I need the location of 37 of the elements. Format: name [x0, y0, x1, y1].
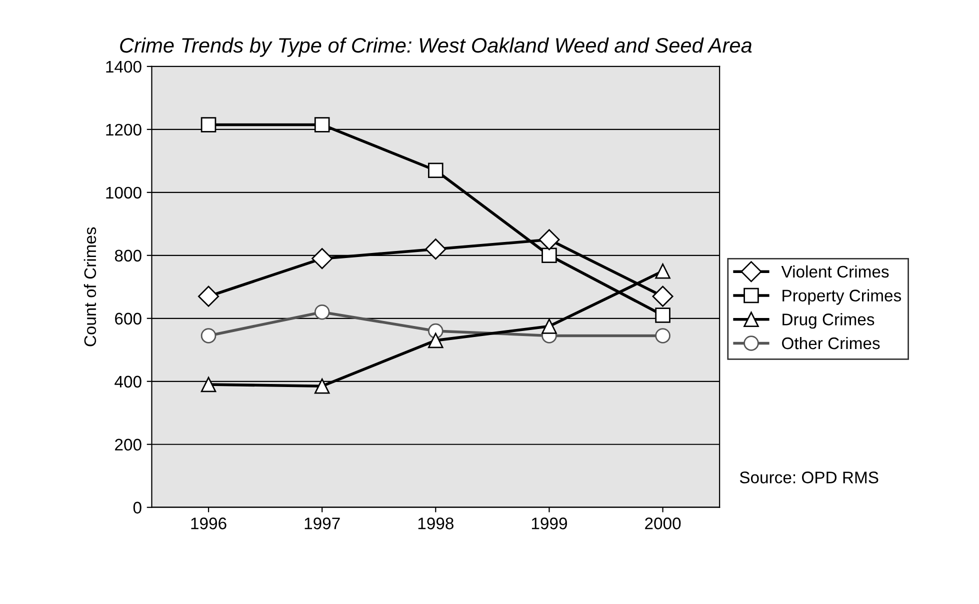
point: [655, 328, 670, 344]
y-tick-label: 600: [115, 312, 142, 325]
point: [425, 238, 446, 260]
y-tick-label: 800: [114, 250, 142, 262]
point: [652, 286, 674, 307]
legend-label: Property Crimes: [782, 289, 902, 305]
y-tick-label: 400: [114, 376, 142, 388]
point: [538, 229, 560, 250]
x-tick-label: 2000: [645, 518, 681, 530]
point: [200, 117, 216, 132]
point: [314, 378, 330, 394]
y-tick-label: 1400: [106, 60, 142, 73]
y-tick-label: 1200: [106, 124, 142, 136]
legend-label: Violent Crimes: [781, 265, 889, 278]
x-tick-label: 1997: [304, 518, 340, 530]
x-tick-label: 1999: [532, 518, 567, 530]
point: [655, 264, 670, 279]
source-note: Source: OPD RMS: [740, 472, 878, 484]
legend-label: Other Crimes: [782, 336, 880, 350]
y-tick-label: 1000: [106, 186, 142, 199]
y-tick-label: 200: [115, 438, 142, 451]
legend-label: Drug Crimes: [782, 313, 874, 329]
y-tick-label: 0: [133, 502, 142, 514]
point: [314, 304, 330, 320]
x-tick-label: 1998: [418, 518, 454, 530]
point: [200, 376, 216, 392]
point: [314, 117, 330, 132]
point: [198, 286, 220, 307]
y-axis-title: Count of Crimes: [84, 227, 96, 346]
point: [428, 332, 444, 348]
point: [655, 308, 670, 323]
x-tick-label: 1996: [191, 518, 226, 530]
chart-title: Crime Trends by Type of Crime: West Oakland Weed and Seed Area: [120, 37, 752, 57]
point: [428, 162, 444, 178]
point: [542, 248, 557, 264]
point: [200, 328, 216, 344]
point: [312, 248, 333, 270]
